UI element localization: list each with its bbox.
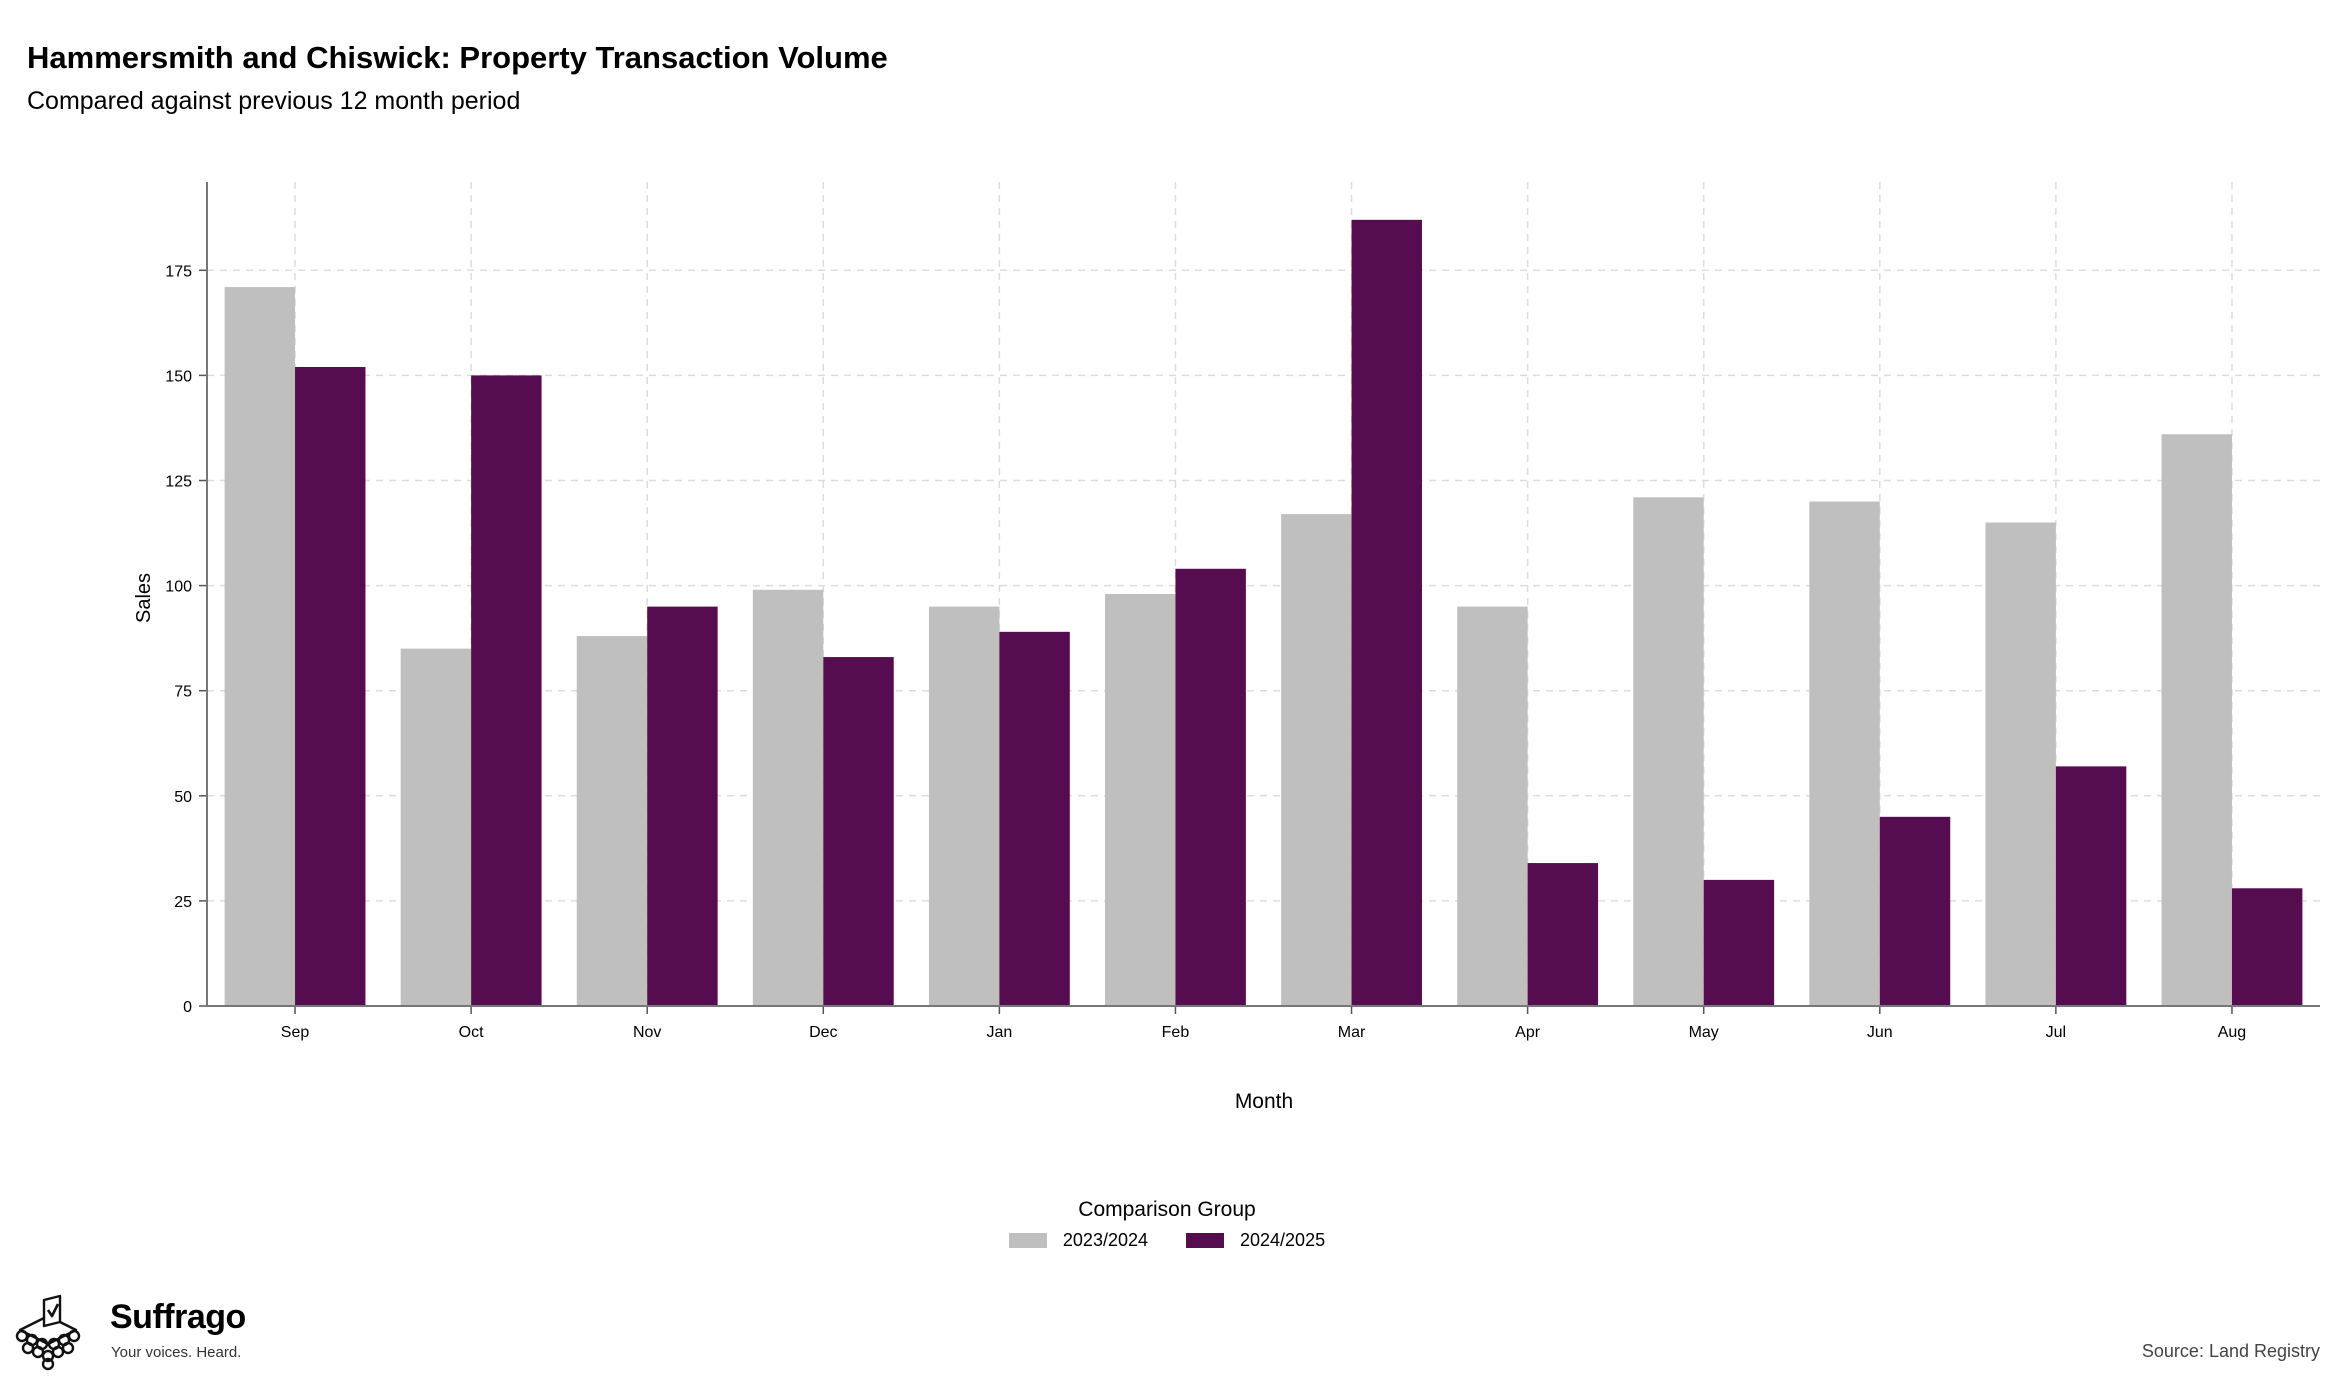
bar-2024-2025-apr [1527, 863, 1599, 1006]
chart-subtitle: Compared against previous 12 month perio… [27, 87, 521, 115]
bar-2023-2024-jul [1985, 522, 2056, 1006]
bar-2024-2025-may [1703, 879, 1775, 1006]
x-tick-label: Sep [281, 1024, 310, 1041]
bar-chart: 0 25 50 75 100 125 150 175 Sep Oct Nov Dec Jan Feb Ma… [133, 182, 2320, 1113]
bar-2023-2024-aug [2161, 434, 2232, 1007]
legend-label-2023-2024: 2023/2024 [1062, 1230, 1148, 1250]
x-axis-label: Month [1235, 1090, 1293, 1113]
y-tick-label: 150 [165, 368, 192, 385]
y-tick-label: 50 [174, 789, 192, 806]
y-tick-label: 75 [174, 684, 192, 701]
x-tick-label: Dec [809, 1024, 837, 1041]
ballot-box-icon [15, 1294, 81, 1371]
bar-2024-2025-jul [2055, 766, 2127, 1006]
y-tick-label: 100 [165, 579, 192, 596]
x-tick-label: Jul [2046, 1024, 2066, 1041]
bar-2023-2024-feb [1105, 594, 1176, 1006]
bar-2023-2024-may [1633, 497, 1704, 1006]
legend-item-2023-2024: 2023/2024 [1008, 1230, 1148, 1251]
brand-name: Suffrago [110, 1298, 246, 1336]
bar-2024-2025-mar [1351, 219, 1422, 1006]
chart-title: Hammersmith and Chiswick: Property Trans… [27, 40, 888, 75]
bar-2024-2025-aug [2231, 888, 2303, 1006]
bar-2024-2025-feb [1175, 568, 1246, 1006]
x-tick-label: Oct [459, 1024, 484, 1041]
y-tick-label: 25 [174, 894, 192, 911]
legend-title: Comparison Group [1078, 1198, 1256, 1221]
bar-2024-2025-sep [295, 366, 366, 1006]
bar-2023-2024-nov [576, 636, 648, 1006]
bar-2024-2025-oct [471, 375, 542, 1006]
legend-swatch-2023-2024 [1008, 1233, 1047, 1248]
x-tick-label: Mar [1338, 1024, 1366, 1041]
y-tick-label: 125 [165, 473, 192, 490]
x-tick-label: Aug [2218, 1024, 2246, 1041]
bar-2023-2024-dec [752, 589, 824, 1006]
legend: Comparison Group 2023/2024 2024/2025 [0, 1198, 2334, 1251]
source-note: Source: Land Registry [2141, 1341, 2320, 1361]
x-tick-labels: Sep Oct Nov Dec Jan Feb Mar Apr May Jun Jul Aug [281, 1024, 2246, 1041]
bar-2023-2024-jun [1809, 501, 1880, 1006]
bar-2023-2024-sep [224, 287, 296, 1006]
y-tick-label: 0 [183, 999, 192, 1016]
bar-2024-2025-jun [1879, 816, 1951, 1006]
legend-label-2024-2025: 2024/2025 [1240, 1230, 1326, 1250]
x-tick-label: Jan [986, 1024, 1012, 1041]
x-tick-label: Apr [1515, 1024, 1541, 1041]
bar-2024-2025-dec [823, 657, 894, 1006]
y-tick-label: 175 [165, 263, 192, 280]
grid-lines [207, 182, 2320, 1006]
bar-2024-2025-nov [647, 606, 718, 1006]
brand-tagline: Your voices. Heard. [111, 1344, 242, 1361]
y-axis-label: Sales [133, 573, 155, 623]
bar-2023-2024-mar [1281, 514, 1352, 1006]
x-tick-label: May [1689, 1024, 1719, 1041]
x-tick-label: Nov [633, 1024, 661, 1041]
x-tick-label: Jun [1867, 1024, 1893, 1041]
legend-swatch-2024-2025 [1186, 1233, 1224, 1248]
bar-2023-2024-jan [928, 606, 1000, 1006]
bar-2023-2024-apr [1457, 606, 1528, 1006]
bars [224, 219, 2303, 1007]
bar-2023-2024-oct [400, 648, 472, 1006]
legend-item-2024-2025: 2024/2025 [1186, 1230, 1325, 1251]
axes [199, 182, 2320, 1014]
bar-2024-2025-jan [999, 631, 1070, 1006]
x-tick-label: Feb [1162, 1024, 1190, 1041]
y-tick-labels: 0 25 50 75 100 125 150 175 [165, 263, 192, 1016]
